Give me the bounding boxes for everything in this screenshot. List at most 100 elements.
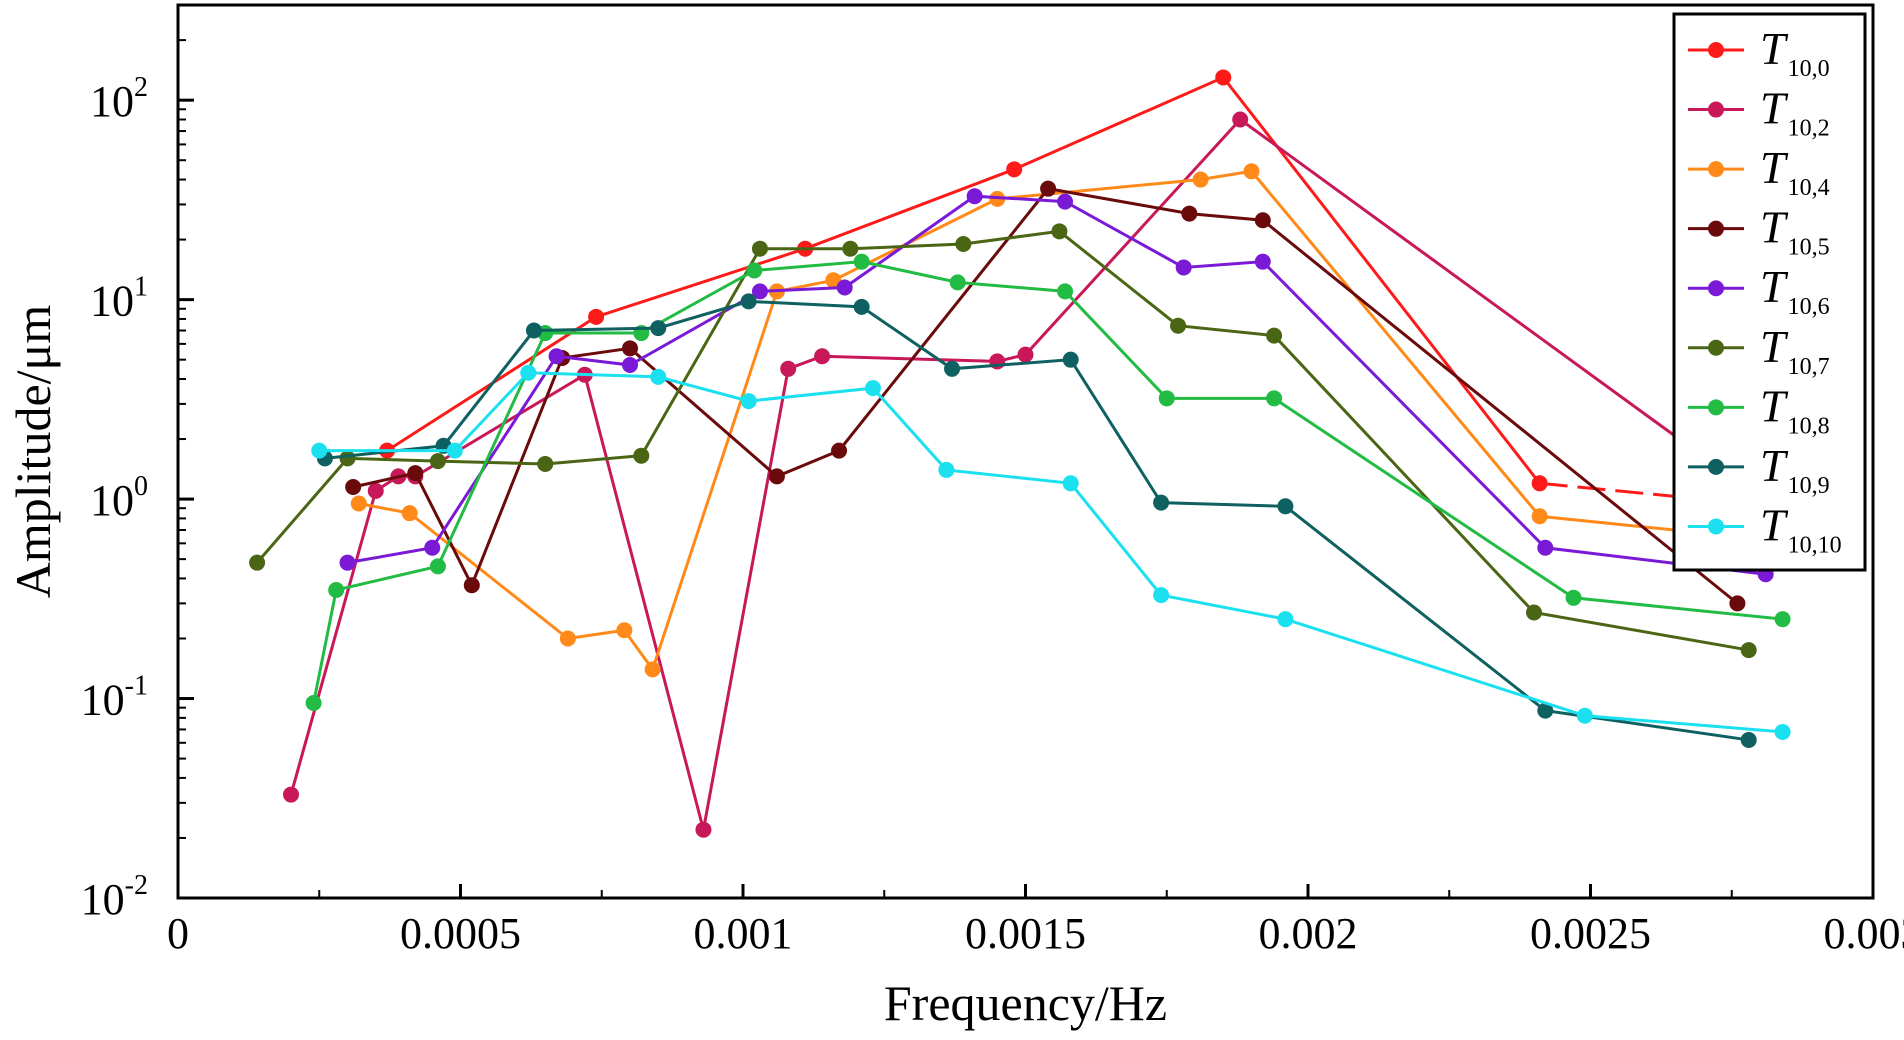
series-10-8 — [305, 253, 1791, 711]
plot-layer — [249, 69, 1797, 838]
data-point — [1181, 205, 1198, 222]
y-tick-label: 100 — [90, 471, 148, 525]
data-point — [650, 320, 667, 337]
legend-label-sub: 10,8 — [1788, 413, 1830, 439]
data-point — [1537, 539, 1554, 556]
data-point — [1254, 253, 1271, 270]
y-tick-label: 10-1 — [81, 671, 148, 725]
data-point — [853, 253, 870, 270]
data-point — [249, 554, 266, 571]
data-point — [1153, 587, 1170, 604]
data-point — [1266, 327, 1283, 344]
legend-label: T10,10 — [1760, 499, 1842, 558]
legend-label-main: T — [1760, 202, 1789, 253]
series-line — [319, 371, 1783, 734]
data-point — [751, 240, 768, 257]
legend-item: T10,2 — [1688, 83, 1830, 142]
data-point — [345, 478, 362, 495]
legend-label: T10,6 — [1760, 261, 1830, 320]
legend-item: T10,0 — [1688, 23, 1830, 82]
data-point — [1576, 707, 1593, 724]
legend-item: T10,5 — [1688, 202, 1830, 261]
data-point — [1740, 731, 1757, 748]
data-point — [1170, 317, 1187, 334]
legend-marker — [1708, 339, 1724, 356]
data-point — [633, 447, 650, 464]
series-10-7 — [249, 223, 1757, 659]
data-point — [1232, 111, 1249, 128]
data-point — [831, 442, 848, 459]
legend-label-main: T — [1760, 83, 1789, 134]
legend-label-main: T — [1760, 440, 1789, 491]
data-point — [955, 236, 972, 253]
y-tick-exponent: 0 — [134, 471, 148, 502]
data-point — [1277, 498, 1294, 515]
data-point — [407, 465, 424, 482]
legend-label-sub: 10,9 — [1788, 473, 1830, 499]
legend-label-main: T — [1760, 380, 1789, 431]
legend-label: T10,2 — [1760, 83, 1830, 142]
series-line — [352, 187, 1739, 605]
data-point — [1531, 508, 1548, 525]
data-point — [751, 283, 768, 300]
data-point — [938, 461, 955, 478]
legend-marker — [1708, 399, 1724, 416]
y-tick-exponent: -2 — [125, 870, 148, 901]
data-point — [1057, 283, 1074, 300]
data-point — [339, 554, 356, 571]
data-point — [1526, 604, 1542, 621]
data-point — [367, 482, 384, 499]
data-point — [1192, 171, 1209, 188]
data-point — [1175, 259, 1192, 276]
legend-label-sub: 10,2 — [1788, 116, 1830, 142]
data-point — [525, 322, 542, 339]
data-point — [1062, 351, 1079, 368]
y-tick-base: 10 — [90, 476, 134, 525]
axes-layer: 00.00050.0010.00150.0020.00250.00310-210… — [81, 4, 1904, 958]
legend-label-sub: 10,0 — [1788, 56, 1830, 82]
legend-label-main: T — [1760, 23, 1789, 74]
legend-marker — [1708, 458, 1724, 475]
data-point — [949, 274, 966, 291]
data-point — [1051, 223, 1068, 240]
legend-label-sub: 10,4 — [1788, 175, 1830, 201]
data-point — [1266, 390, 1283, 407]
data-point — [842, 240, 859, 257]
legend-item: T10,4 — [1688, 142, 1830, 201]
data-point — [588, 308, 605, 325]
legend-marker — [1708, 220, 1724, 237]
legend-marker — [1708, 518, 1724, 535]
x-tick-label: 0.0015 — [965, 909, 1086, 958]
data-point — [1040, 180, 1057, 197]
y-tick-base: 10 — [90, 77, 134, 126]
data-point — [1153, 494, 1170, 511]
y-tick-base: 10 — [81, 875, 125, 924]
x-axis-label: Frequency/Hz — [884, 975, 1167, 1031]
data-point — [1565, 589, 1582, 606]
legend-item: T10,8 — [1688, 380, 1830, 439]
legend-label-main: T — [1760, 142, 1789, 193]
series-10-10 — [311, 364, 1791, 740]
data-point — [1531, 475, 1548, 492]
y-tick-base: 10 — [81, 676, 125, 725]
data-point — [1062, 475, 1079, 492]
series-10-5 — [345, 180, 1746, 612]
legend-marker — [1708, 42, 1724, 58]
data-point — [1537, 702, 1554, 719]
x-tick-label: 0 — [167, 909, 189, 958]
data-point — [695, 821, 712, 838]
legend-label-sub: 10,10 — [1788, 532, 1842, 558]
legend-label-sub: 10,6 — [1788, 294, 1830, 320]
data-point — [339, 450, 356, 467]
y-tick-base: 10 — [90, 277, 134, 326]
legend-item: T10,6 — [1688, 261, 1830, 320]
legend-marker — [1708, 161, 1724, 178]
data-point — [746, 262, 763, 279]
data-point — [1243, 163, 1260, 180]
legend-label: T10,8 — [1760, 380, 1830, 439]
data-point — [622, 357, 638, 374]
x-tick-label: 0.001 — [694, 909, 793, 958]
legend-label: T10,7 — [1760, 321, 1830, 380]
legend-label: T10,0 — [1760, 23, 1830, 82]
data-point — [401, 505, 418, 522]
